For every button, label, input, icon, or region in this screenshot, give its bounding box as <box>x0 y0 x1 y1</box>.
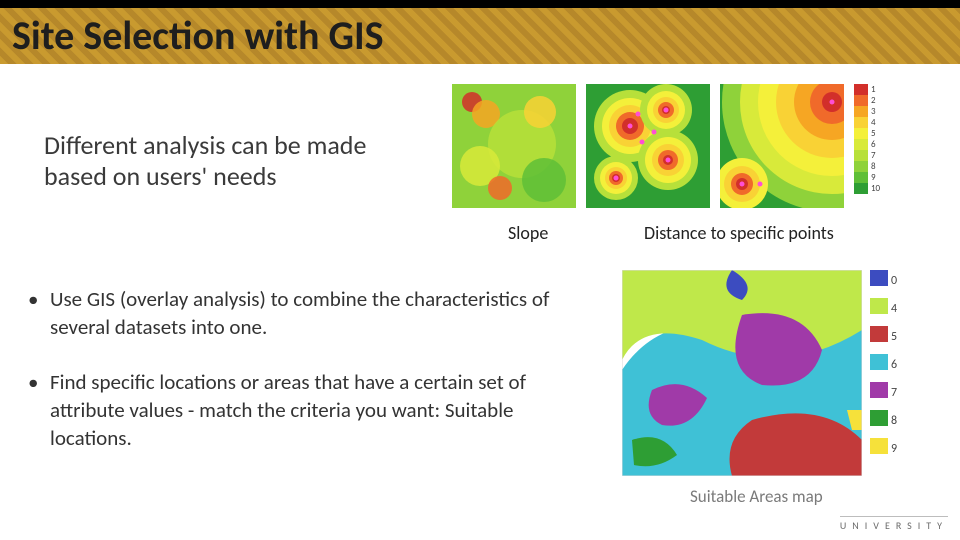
legend-item: 6 <box>854 139 880 150</box>
legend-item: 1 <box>854 84 880 95</box>
legend-item: 3 <box>854 106 880 117</box>
legend-label: 3 <box>871 107 876 116</box>
legend-item: 7 <box>854 150 880 161</box>
caption-slope: Slope <box>508 222 548 244</box>
legend-item: 4 <box>870 298 897 320</box>
legend-label: 7 <box>871 151 876 160</box>
suitable-caption: Suitable Areas map <box>690 486 823 507</box>
legend-swatch-icon <box>870 326 888 342</box>
legend-label: 5 <box>871 129 876 138</box>
top-figure-row: 1 2 3 4 5 6 7 8 9 10 <box>452 84 880 208</box>
bullet-list: Use GIS (overlay analysis) to combine th… <box>28 286 588 481</box>
legend-swatch-icon <box>854 128 868 139</box>
legend-item: 8 <box>870 410 897 432</box>
legend-swatch-icon <box>854 183 868 194</box>
legend-label: 5 <box>891 331 897 343</box>
legend-label: 8 <box>891 415 897 427</box>
university-mark: UNIVERSITY <box>840 516 948 532</box>
legend-swatch-icon <box>870 298 888 314</box>
legend-label: 8 <box>871 162 876 171</box>
legend-item: 6 <box>870 354 897 376</box>
suitable-areas-map <box>622 270 862 476</box>
subtitle-text: Different analysis can be made based on … <box>44 130 424 192</box>
caption-distance: Distance to specific points <box>644 222 834 244</box>
legend-swatch-icon <box>854 172 868 183</box>
bullet-item: Use GIS (overlay analysis) to combine th… <box>28 286 588 341</box>
legend-label: 6 <box>871 140 876 149</box>
legend-item: 8 <box>854 161 880 172</box>
suitable-legend: 0 4 5 6 7 8 9 <box>870 270 897 460</box>
bullet-item: Find specific locations or areas that ha… <box>28 369 588 452</box>
legend-swatch-icon <box>870 438 888 454</box>
legend-swatch-icon <box>854 150 868 161</box>
legend-label: 9 <box>891 443 897 455</box>
legend-swatch-icon <box>854 84 868 95</box>
slide-title: Site Selection with GIS <box>0 8 960 64</box>
distance-map-b-thumb <box>720 84 844 208</box>
legend-item: 0 <box>870 270 897 292</box>
legend-item: 10 <box>854 183 880 194</box>
distance-map-a-thumb <box>586 84 710 208</box>
legend-label: 10 <box>871 184 880 193</box>
legend-label: 9 <box>871 173 876 182</box>
legend-swatch-icon <box>854 161 868 172</box>
legend-label: 7 <box>891 387 897 399</box>
legend-item: 5 <box>870 326 897 348</box>
legend-swatch-icon <box>870 410 888 426</box>
legend-label: 0 <box>891 275 897 287</box>
legend-label: 4 <box>871 118 876 127</box>
legend-swatch-icon <box>870 354 888 370</box>
slope-map-thumb <box>452 84 576 208</box>
legend-swatch-icon <box>854 117 868 128</box>
legend-swatch-icon <box>854 106 868 117</box>
legend-item: 4 <box>854 117 880 128</box>
legend-label: 4 <box>891 303 897 315</box>
slide: Site Selection with GIS Different analys… <box>0 0 960 540</box>
legend-label: 1 <box>871 85 876 94</box>
legend-swatch-icon <box>854 95 868 106</box>
legend-item: 7 <box>870 382 897 404</box>
legend-label: 2 <box>871 96 876 105</box>
heat-palette-legend: 1 2 3 4 5 6 7 8 9 10 <box>854 84 880 194</box>
legend-item: 9 <box>870 438 897 460</box>
suitable-map-block: 0 4 5 6 7 8 9 <box>622 270 897 476</box>
legend-label: 6 <box>891 359 897 371</box>
title-bar: Site Selection with GIS <box>0 0 960 64</box>
legend-item: 9 <box>854 172 880 183</box>
legend-item: 2 <box>854 95 880 106</box>
legend-swatch-icon <box>870 382 888 398</box>
legend-item: 5 <box>854 128 880 139</box>
legend-swatch-icon <box>870 270 888 286</box>
legend-swatch-icon <box>854 139 868 150</box>
